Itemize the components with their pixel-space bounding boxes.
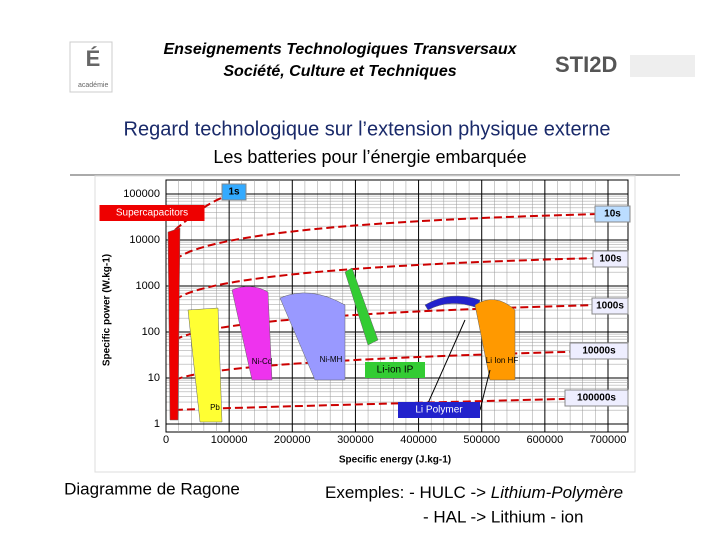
region-label: Ni-MH	[320, 355, 343, 364]
time-box	[592, 250, 629, 268]
arrow	[424, 319, 491, 411]
caption-text: Exemples: - HULC ->	[325, 483, 491, 502]
x-tick-label: 300000	[337, 434, 374, 446]
time-label: 10000s	[582, 346, 616, 357]
y-tick-label: 10	[148, 372, 160, 384]
region-label: Supercapacitors	[116, 208, 188, 219]
time-label: 100s	[599, 254, 622, 265]
slide-subtitle: Les batteries pour l’énergie embarquée	[213, 147, 526, 167]
time-box	[591, 297, 629, 315]
region	[187, 307, 223, 423]
time-label: 1000s	[596, 301, 624, 312]
slide-title: Regard technologique sur l’extension phy…	[124, 118, 611, 140]
y-tick-label: 1	[154, 418, 160, 430]
region-label: Li-ion IP	[377, 365, 414, 376]
region-label: Pb	[210, 403, 220, 412]
region-label-box	[99, 205, 205, 221]
x-tick-label: 700000	[590, 434, 627, 446]
logo-right: STI2D	[555, 52, 695, 77]
y-tick-label: 100	[142, 326, 160, 338]
time-curve	[174, 257, 601, 301]
logo-left: É académie	[69, 41, 113, 93]
region	[279, 292, 346, 381]
region-label-box	[365, 362, 425, 378]
region	[344, 267, 379, 346]
time-label: 100000s	[577, 393, 616, 404]
y-tick-label: 100000	[123, 188, 160, 200]
time-label: 1s	[228, 187, 240, 198]
svg-text:É: É	[86, 46, 101, 71]
region-label: Li Ion HF	[486, 356, 519, 365]
x-tick-label: 500000	[463, 434, 500, 446]
time-box	[594, 205, 631, 223]
y-tick-label: 1000	[136, 280, 160, 292]
x-tick-label: 200000	[274, 434, 311, 446]
x-tick-label: 400000	[400, 434, 437, 446]
logo-right-text: STI2D	[555, 52, 617, 77]
logo-left-text: académie	[78, 82, 108, 89]
time-box	[569, 342, 629, 360]
region-label-box	[398, 402, 480, 418]
time-box	[221, 183, 247, 201]
header-line: Enseignements Technologiques Transversau…	[164, 41, 518, 58]
caption-left: Diagramme de Ragone	[64, 479, 240, 498]
time-curve	[174, 397, 601, 411]
time-label: 10s	[604, 209, 621, 220]
y-tick-label: 10000	[129, 234, 160, 246]
region-label: Li Polymer	[415, 405, 463, 416]
region	[167, 227, 181, 421]
x-tick-label: 0	[163, 434, 169, 446]
caption-right: Exemples: - HULC -> Lithium-Polymère	[325, 483, 623, 502]
chart: 1 10 100 1000 10000 100000 0 100000 200000 300000…	[94, 175, 636, 473]
header-line: Société, Culture et Techniques	[223, 63, 456, 80]
region	[474, 299, 516, 381]
region-label: Ni-Cd	[252, 357, 272, 366]
y-axis-label: Specific power (W.kg-1)	[102, 254, 113, 366]
x-tick-label: 100000	[211, 434, 248, 446]
caption-right-2: - HAL -> Lithium - ion	[423, 507, 583, 526]
x-axis-label: Specific energy (J.kg-1)	[339, 455, 451, 466]
time-curve	[174, 213, 601, 261]
region	[231, 286, 273, 381]
x-tick-label: 600000	[526, 434, 563, 446]
time-box	[564, 389, 629, 407]
caption-italic: Lithium-Polymère	[491, 483, 623, 502]
